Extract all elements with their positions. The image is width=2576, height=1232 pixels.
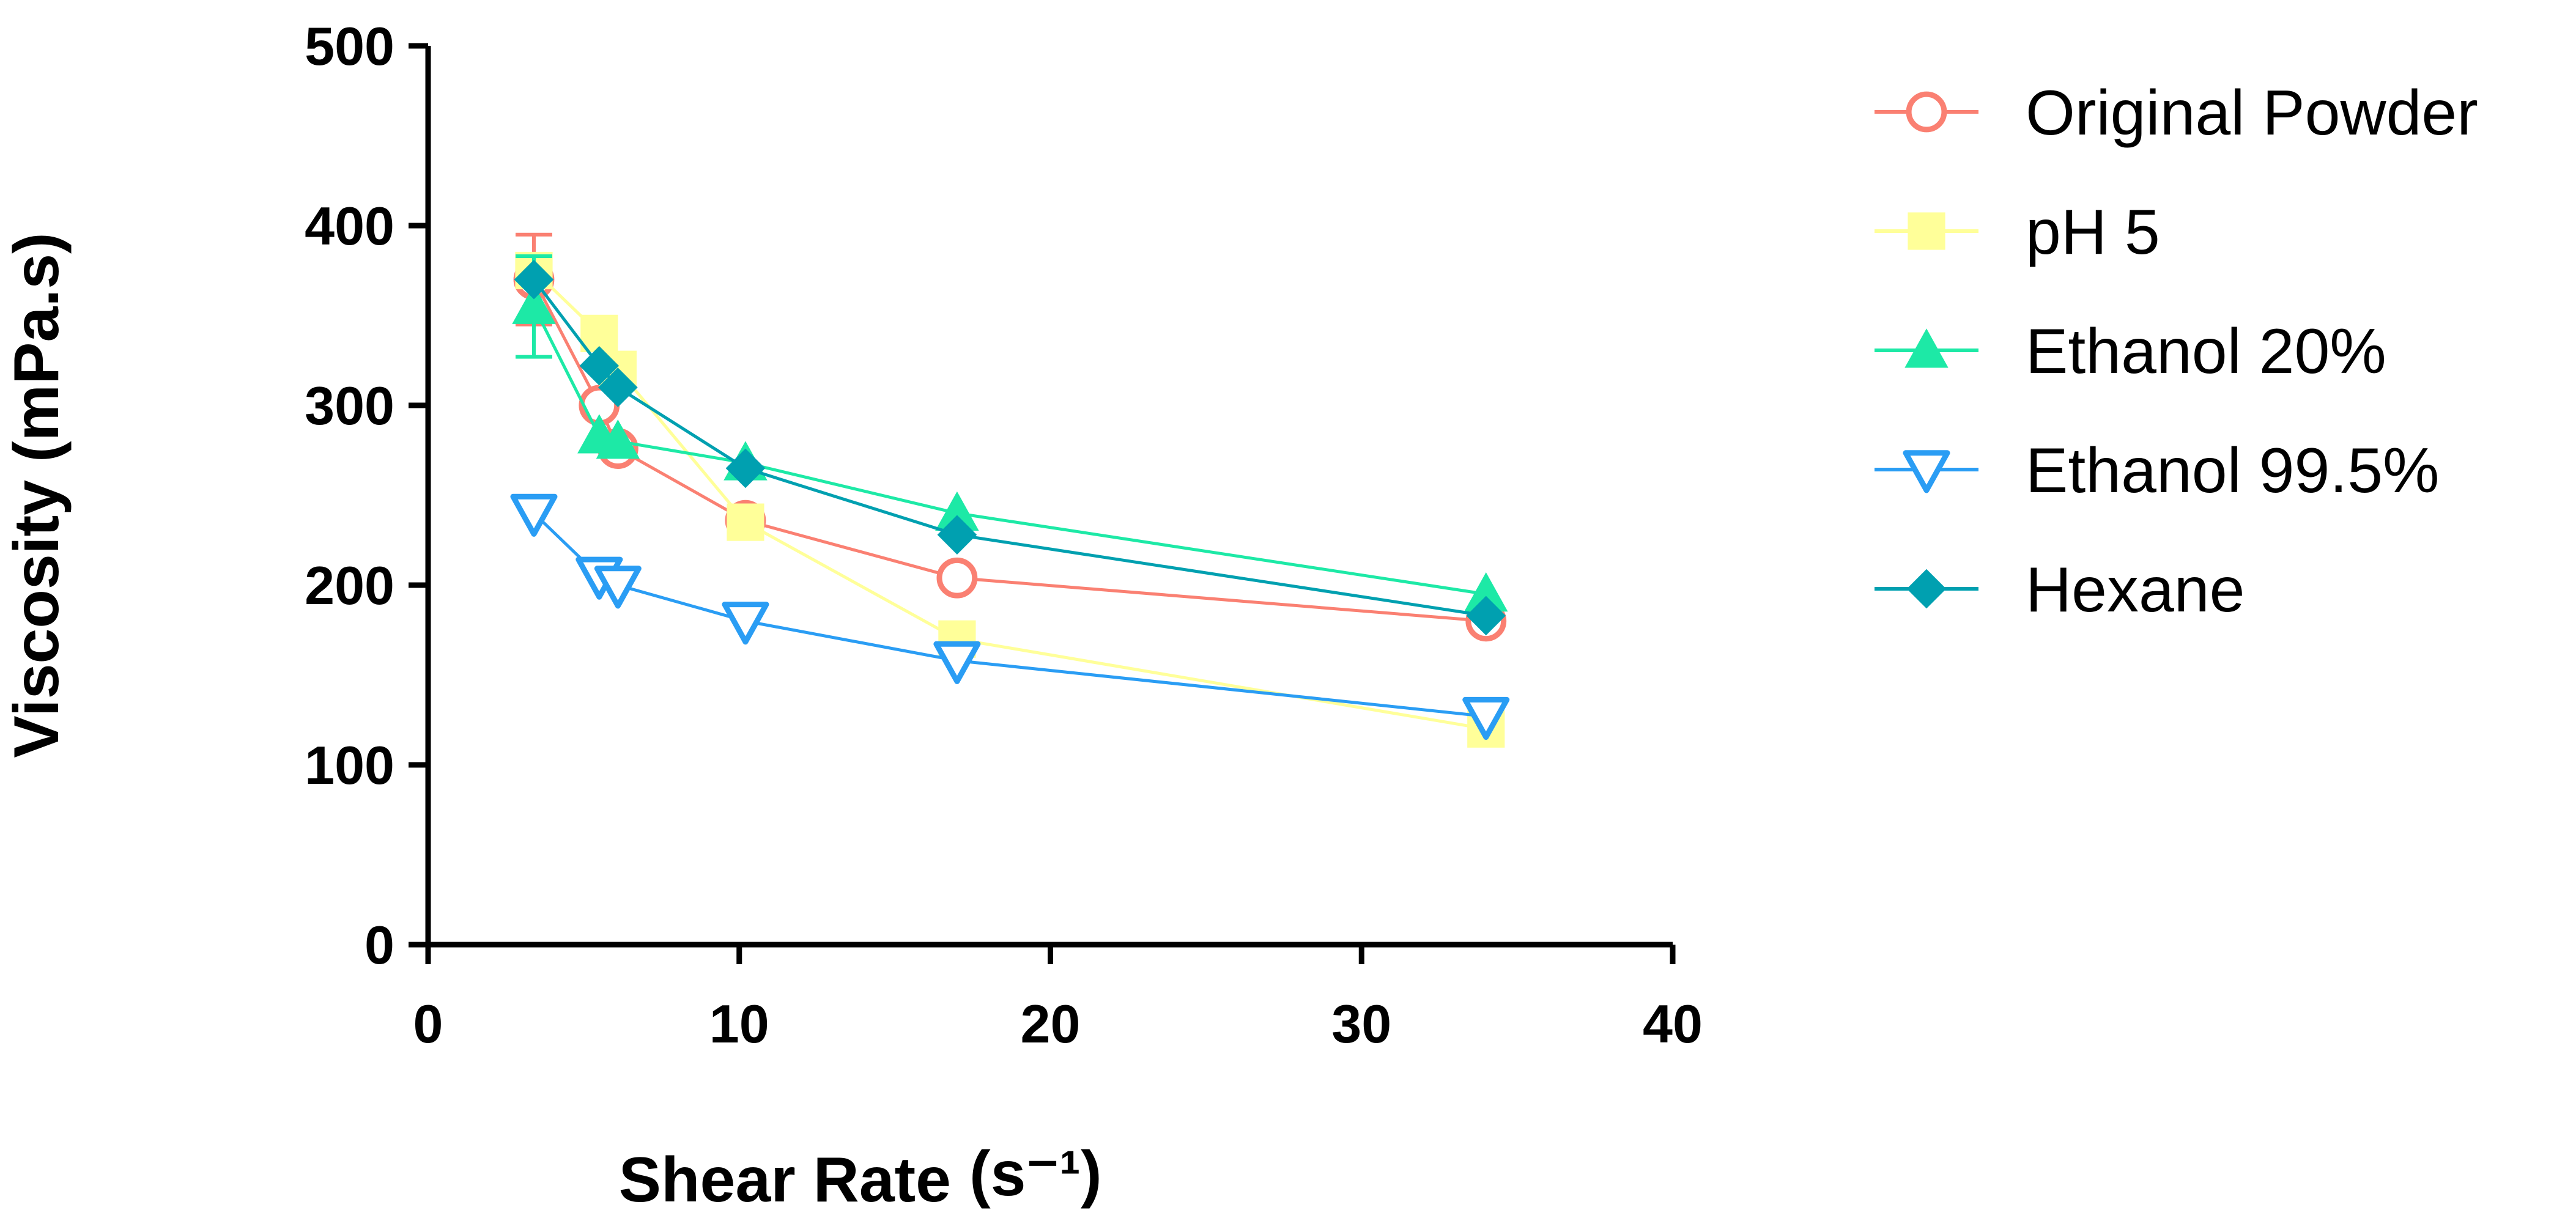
axes bbox=[425, 46, 1673, 948]
series-hexane bbox=[514, 259, 1506, 636]
data-point bbox=[1462, 696, 1510, 740]
legend-marker bbox=[1906, 91, 1947, 133]
legend-item: Original Powder bbox=[1875, 78, 2478, 149]
data-point bbox=[727, 503, 764, 541]
legend-marker bbox=[1908, 212, 1945, 250]
y-tick-label: 100 bbox=[305, 735, 394, 795]
legend-label: Original Powder bbox=[2026, 78, 2478, 149]
y-tick-label: 200 bbox=[305, 555, 394, 616]
series-layer bbox=[510, 232, 1510, 748]
data-point bbox=[510, 493, 558, 537]
data-point bbox=[935, 491, 979, 531]
legend-label: Hexane bbox=[2026, 555, 2245, 625]
series-line bbox=[532, 278, 1487, 618]
legend: Original Powder pH 5 Ethanol 20% Ethanol 99… bbox=[1875, 78, 2478, 625]
legend-label: Ethanol 99.5% bbox=[2026, 435, 2440, 506]
data-point bbox=[937, 515, 977, 555]
series-line bbox=[532, 279, 1486, 623]
x-tick-label: 40 bbox=[1643, 994, 1703, 1054]
y-tick-label: 500 bbox=[305, 16, 394, 76]
data-point bbox=[598, 367, 638, 407]
x-tick-label: 30 bbox=[1331, 994, 1391, 1054]
series-ph-5 bbox=[515, 251, 1505, 748]
x-axis-unit: (s⁻¹) bbox=[969, 1138, 1102, 1209]
series-ethanol-99-5 bbox=[510, 493, 1510, 740]
series-original-powder bbox=[513, 232, 1507, 642]
y-tick-label: 300 bbox=[305, 375, 394, 436]
series-ethanol-20 bbox=[512, 254, 1508, 612]
data-point bbox=[1464, 572, 1508, 612]
data-point bbox=[580, 314, 618, 352]
x-tick-label: 0 bbox=[413, 994, 443, 1054]
data-point bbox=[514, 259, 554, 300]
data-point bbox=[596, 419, 640, 459]
ticks: 0 100 200 300 400 500 0 10 20 30 40 bbox=[305, 16, 1703, 1054]
data-point bbox=[579, 346, 620, 386]
x-tick-label: 20 bbox=[1021, 994, 1081, 1054]
y-tick-label: 400 bbox=[305, 196, 394, 256]
y-axis-title: Viscosity (mPa.s) bbox=[1, 232, 72, 758]
data-point bbox=[722, 602, 769, 645]
data-point bbox=[512, 284, 556, 324]
series-line bbox=[533, 269, 1487, 731]
series-line bbox=[532, 306, 1487, 596]
data-point bbox=[725, 448, 766, 489]
legend-item: Ethanol 99.5% bbox=[1875, 435, 2440, 506]
data-point bbox=[594, 566, 642, 609]
legend-item: Hexane bbox=[1875, 555, 2245, 625]
legend-marker bbox=[1903, 450, 1950, 493]
legend-item: pH 5 bbox=[1875, 197, 2160, 268]
data-point bbox=[933, 641, 981, 684]
y-tick-label: 0 bbox=[365, 915, 394, 975]
legend-marker bbox=[1906, 569, 1947, 609]
legend-marker bbox=[1904, 328, 1949, 368]
legend-label: Ethanol 20% bbox=[2026, 316, 2386, 387]
legend-label: pH 5 bbox=[2026, 197, 2160, 268]
data-point bbox=[1466, 596, 1506, 636]
x-tick-label: 10 bbox=[709, 994, 769, 1054]
data-point bbox=[936, 557, 978, 599]
x-axis-title: Shear Rate bbox=[619, 1145, 951, 1215]
legend-item: Ethanol 20% bbox=[1875, 316, 2386, 387]
